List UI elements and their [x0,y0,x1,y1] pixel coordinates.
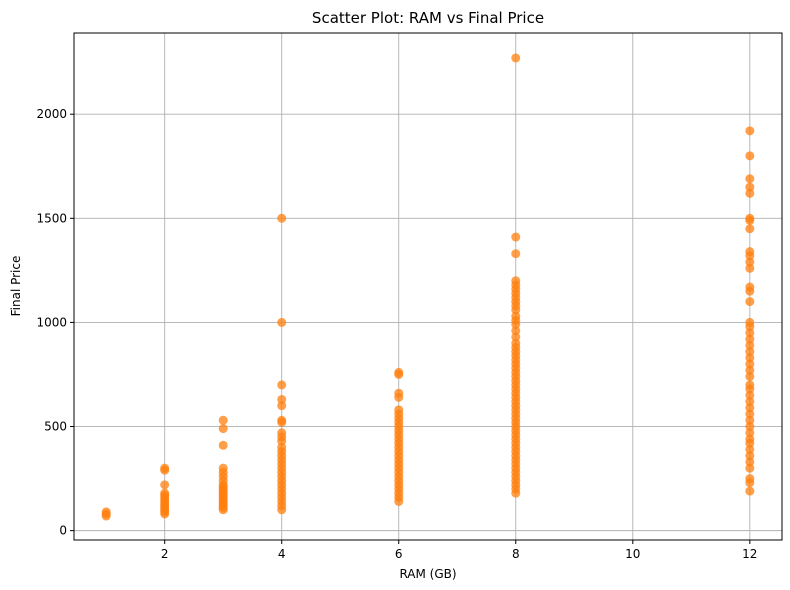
scatter-point [394,405,404,415]
scatter-point [218,440,228,450]
y-tick-label: 500 [44,420,67,434]
scatter-point [511,326,521,336]
y-axis-label: Final Price [9,256,23,317]
scatter-point [394,367,404,377]
scatter-point [218,415,228,425]
scatter-point [745,415,755,425]
scatter-point [745,380,755,390]
x-tick-label: 6 [395,547,403,561]
chart-title: Scatter Plot: RAM vs Final Price [312,9,544,27]
scatter-point [277,213,287,223]
x-tick-label: 8 [512,547,520,561]
x-tick-label: 2 [161,547,169,561]
x-tick-label: 4 [278,547,286,561]
scatter-point [745,365,755,375]
y-tick-label: 1500 [36,211,67,225]
scatter-point [745,372,755,382]
scatter-point [745,409,755,419]
scatter-point [745,463,755,473]
scatter-point [745,257,755,267]
scatter-point [511,276,521,286]
scatter-point [511,232,521,242]
scatter-point [745,397,755,407]
scatter-point [277,380,287,390]
scatter-point [745,403,755,413]
y-tick-label: 1000 [36,315,67,329]
scatter-point [745,151,755,161]
scatter-point [745,347,755,357]
scatter-point [745,334,755,344]
scatter-point [745,224,755,234]
scatter-point [160,480,170,490]
x-tick-label: 12 [742,547,757,561]
scatter-point [745,174,755,184]
scatter-point [745,428,755,438]
scatter-point [745,422,755,432]
y-tick-label: 2000 [36,107,67,121]
scatter-point [745,434,755,444]
scatter-point [745,282,755,292]
scatter-point [101,507,111,517]
scatter-point [218,463,228,473]
scatter-point [745,317,755,327]
scatter-point [745,297,755,307]
plot-area-frame [73,32,783,541]
scatter-point [745,359,755,369]
scatter-point [218,424,228,434]
scatter-point [511,311,521,321]
scatter-point [745,486,755,496]
scatter-point [745,213,755,223]
scatter-point [277,394,287,404]
scatter-point [277,401,287,411]
scatter-point [277,415,287,425]
scatter-point [277,442,287,452]
x-tick-label: 10 [625,547,640,561]
scatter-point [745,451,755,461]
scatter-point [745,474,755,484]
data-points [101,53,755,521]
y-tick-label: 0 [59,524,67,538]
axis-ticks: 2 4 6 8 10 12 0 500 1000 1500 2000 [36,107,757,561]
scatter-point [511,338,521,348]
scatter-point [511,53,521,63]
scatter-point [160,488,170,498]
scatter-point [511,249,521,259]
scatter-point [160,463,170,473]
scatter-point [745,340,755,350]
grid [74,33,782,540]
scatter-point [511,332,521,342]
scatter-point [745,182,755,192]
x-axis-label: RAM (GB) [399,567,456,581]
scatter-point [745,457,755,467]
scatter-point [745,444,755,454]
scatter-point [745,126,755,136]
scatter-point [745,390,755,400]
scatter-point [277,428,287,438]
scatter-point [745,263,755,273]
scatter-point [277,317,287,327]
scatter-point [745,247,755,257]
scatter-point [394,388,404,398]
scatter-point [745,353,755,363]
scatter-point [745,328,755,338]
scatter-point [745,188,755,198]
